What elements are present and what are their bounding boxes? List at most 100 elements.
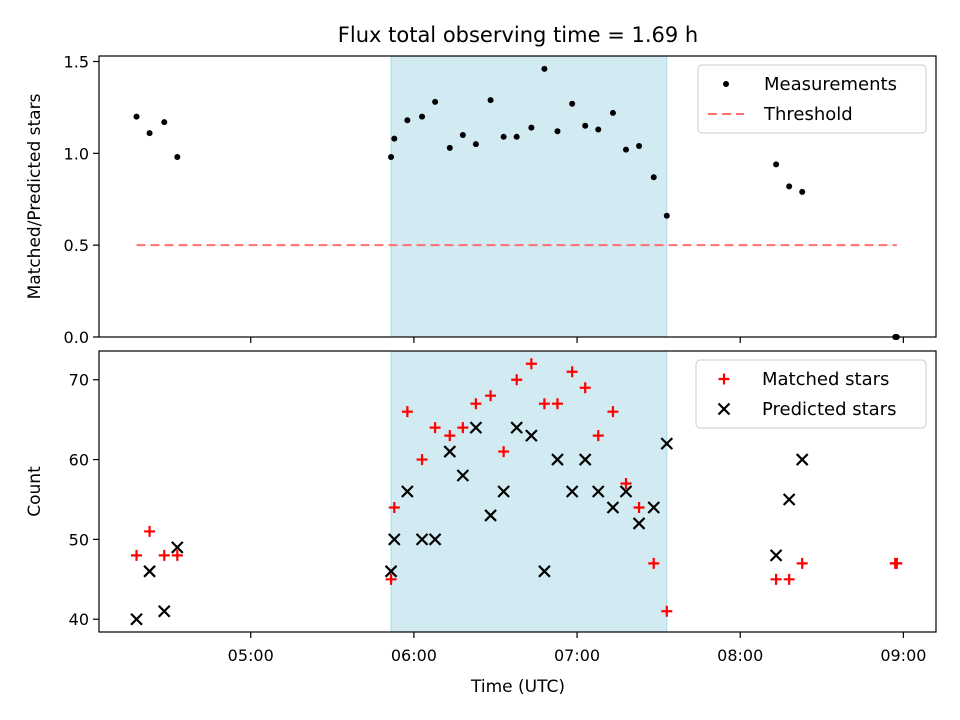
x-axis-label: Time (UTC) [470,677,565,697]
data-point [143,565,156,578]
data-point [388,154,395,161]
data-point [566,366,578,378]
data-point [470,398,482,410]
data-point [157,604,171,618]
data-point [500,133,507,140]
data-point [661,605,673,617]
y-tick-label: 50 [69,530,89,549]
series-measurements [133,65,900,340]
data-point [538,565,551,578]
data-point [485,390,497,402]
data-point [158,549,170,561]
data-point [632,517,646,530]
legend-marker [723,81,729,87]
data-point [391,135,398,142]
data-point [636,142,643,149]
data-point [487,97,494,104]
data-point [569,100,576,107]
data-point [591,485,605,498]
y-tick-label: 0.0 [64,328,89,347]
legend-box [695,359,927,429]
data-point [174,154,181,161]
data-point [144,525,156,537]
data-point [606,501,620,514]
y-axis-label: Matched/Predicted stars [25,93,45,299]
data-point [131,549,143,561]
data-point [457,422,469,434]
chart-title: Flux total observing time = 1.69 h [338,23,698,47]
data-point [416,454,428,466]
x-tick-label: 07:00 [554,646,600,665]
legend-marker [718,373,730,385]
data-point [551,453,564,466]
data-point [782,493,796,506]
data-point [388,533,401,546]
data-point [620,478,632,490]
data-point [171,541,184,554]
legend-label: Matched stars [762,369,889,390]
data-point [663,212,670,219]
ratio-panel: 0.0 0.5 1.0 1.5 Matched/Predicted stars Measu… [25,53,937,347]
x-tick-label: 05:00 [228,646,274,665]
data-point [133,113,140,120]
data-point [497,485,510,498]
data-point [769,549,783,562]
data-point [660,437,674,450]
data-point [525,429,538,442]
data-point [648,557,660,569]
series-matched-stars [131,358,903,617]
data-point [773,161,780,168]
x-tick-label: 09:00 [880,646,926,665]
legend-label: Threshold [763,104,853,125]
data-point [623,146,629,153]
data-point [541,65,548,72]
data-point [456,469,470,482]
x-tick-label: 08:00 [717,646,763,665]
data-point [146,130,153,137]
data-point [161,119,168,126]
y-tick-label: 1.5 [64,53,89,72]
data-point [401,406,413,418]
data-point [796,557,808,569]
data-point [443,445,457,458]
y-tick-label: 0.5 [64,236,89,255]
data-point [633,501,645,513]
data-point [783,573,795,585]
legend: Matched stars Predicted stars [695,359,927,429]
data-point [171,549,183,561]
data-point [554,128,561,135]
legend-label: Measurements [764,74,897,95]
data-point [432,98,439,105]
data-point [795,453,809,466]
data-point [511,374,523,386]
series-predicted-stars [130,421,809,626]
legend-marker [717,402,731,416]
data-point [415,533,429,546]
data-point [579,382,591,394]
data-point [388,501,400,513]
data-point [469,421,483,434]
data-point [770,573,782,585]
data-point [609,109,616,116]
x-tick-label: 06:00 [391,646,437,665]
data-point [891,557,903,569]
data-point [619,485,633,498]
data-point [385,573,397,585]
axes-frame [98,350,937,633]
data-point [401,485,414,498]
data-point [484,509,497,522]
data-point [582,122,589,129]
data-point [538,398,550,410]
axes-frame [98,55,937,338]
data-point [650,174,657,181]
data-point [595,126,602,133]
y-tick-label: 70 [69,371,89,390]
data-point [513,133,520,140]
data-point [510,421,523,434]
data-point [446,144,453,151]
observing-window-shade [390,55,668,338]
observing-window-shade [390,350,668,633]
data-point [592,430,604,442]
data-point [404,117,411,124]
